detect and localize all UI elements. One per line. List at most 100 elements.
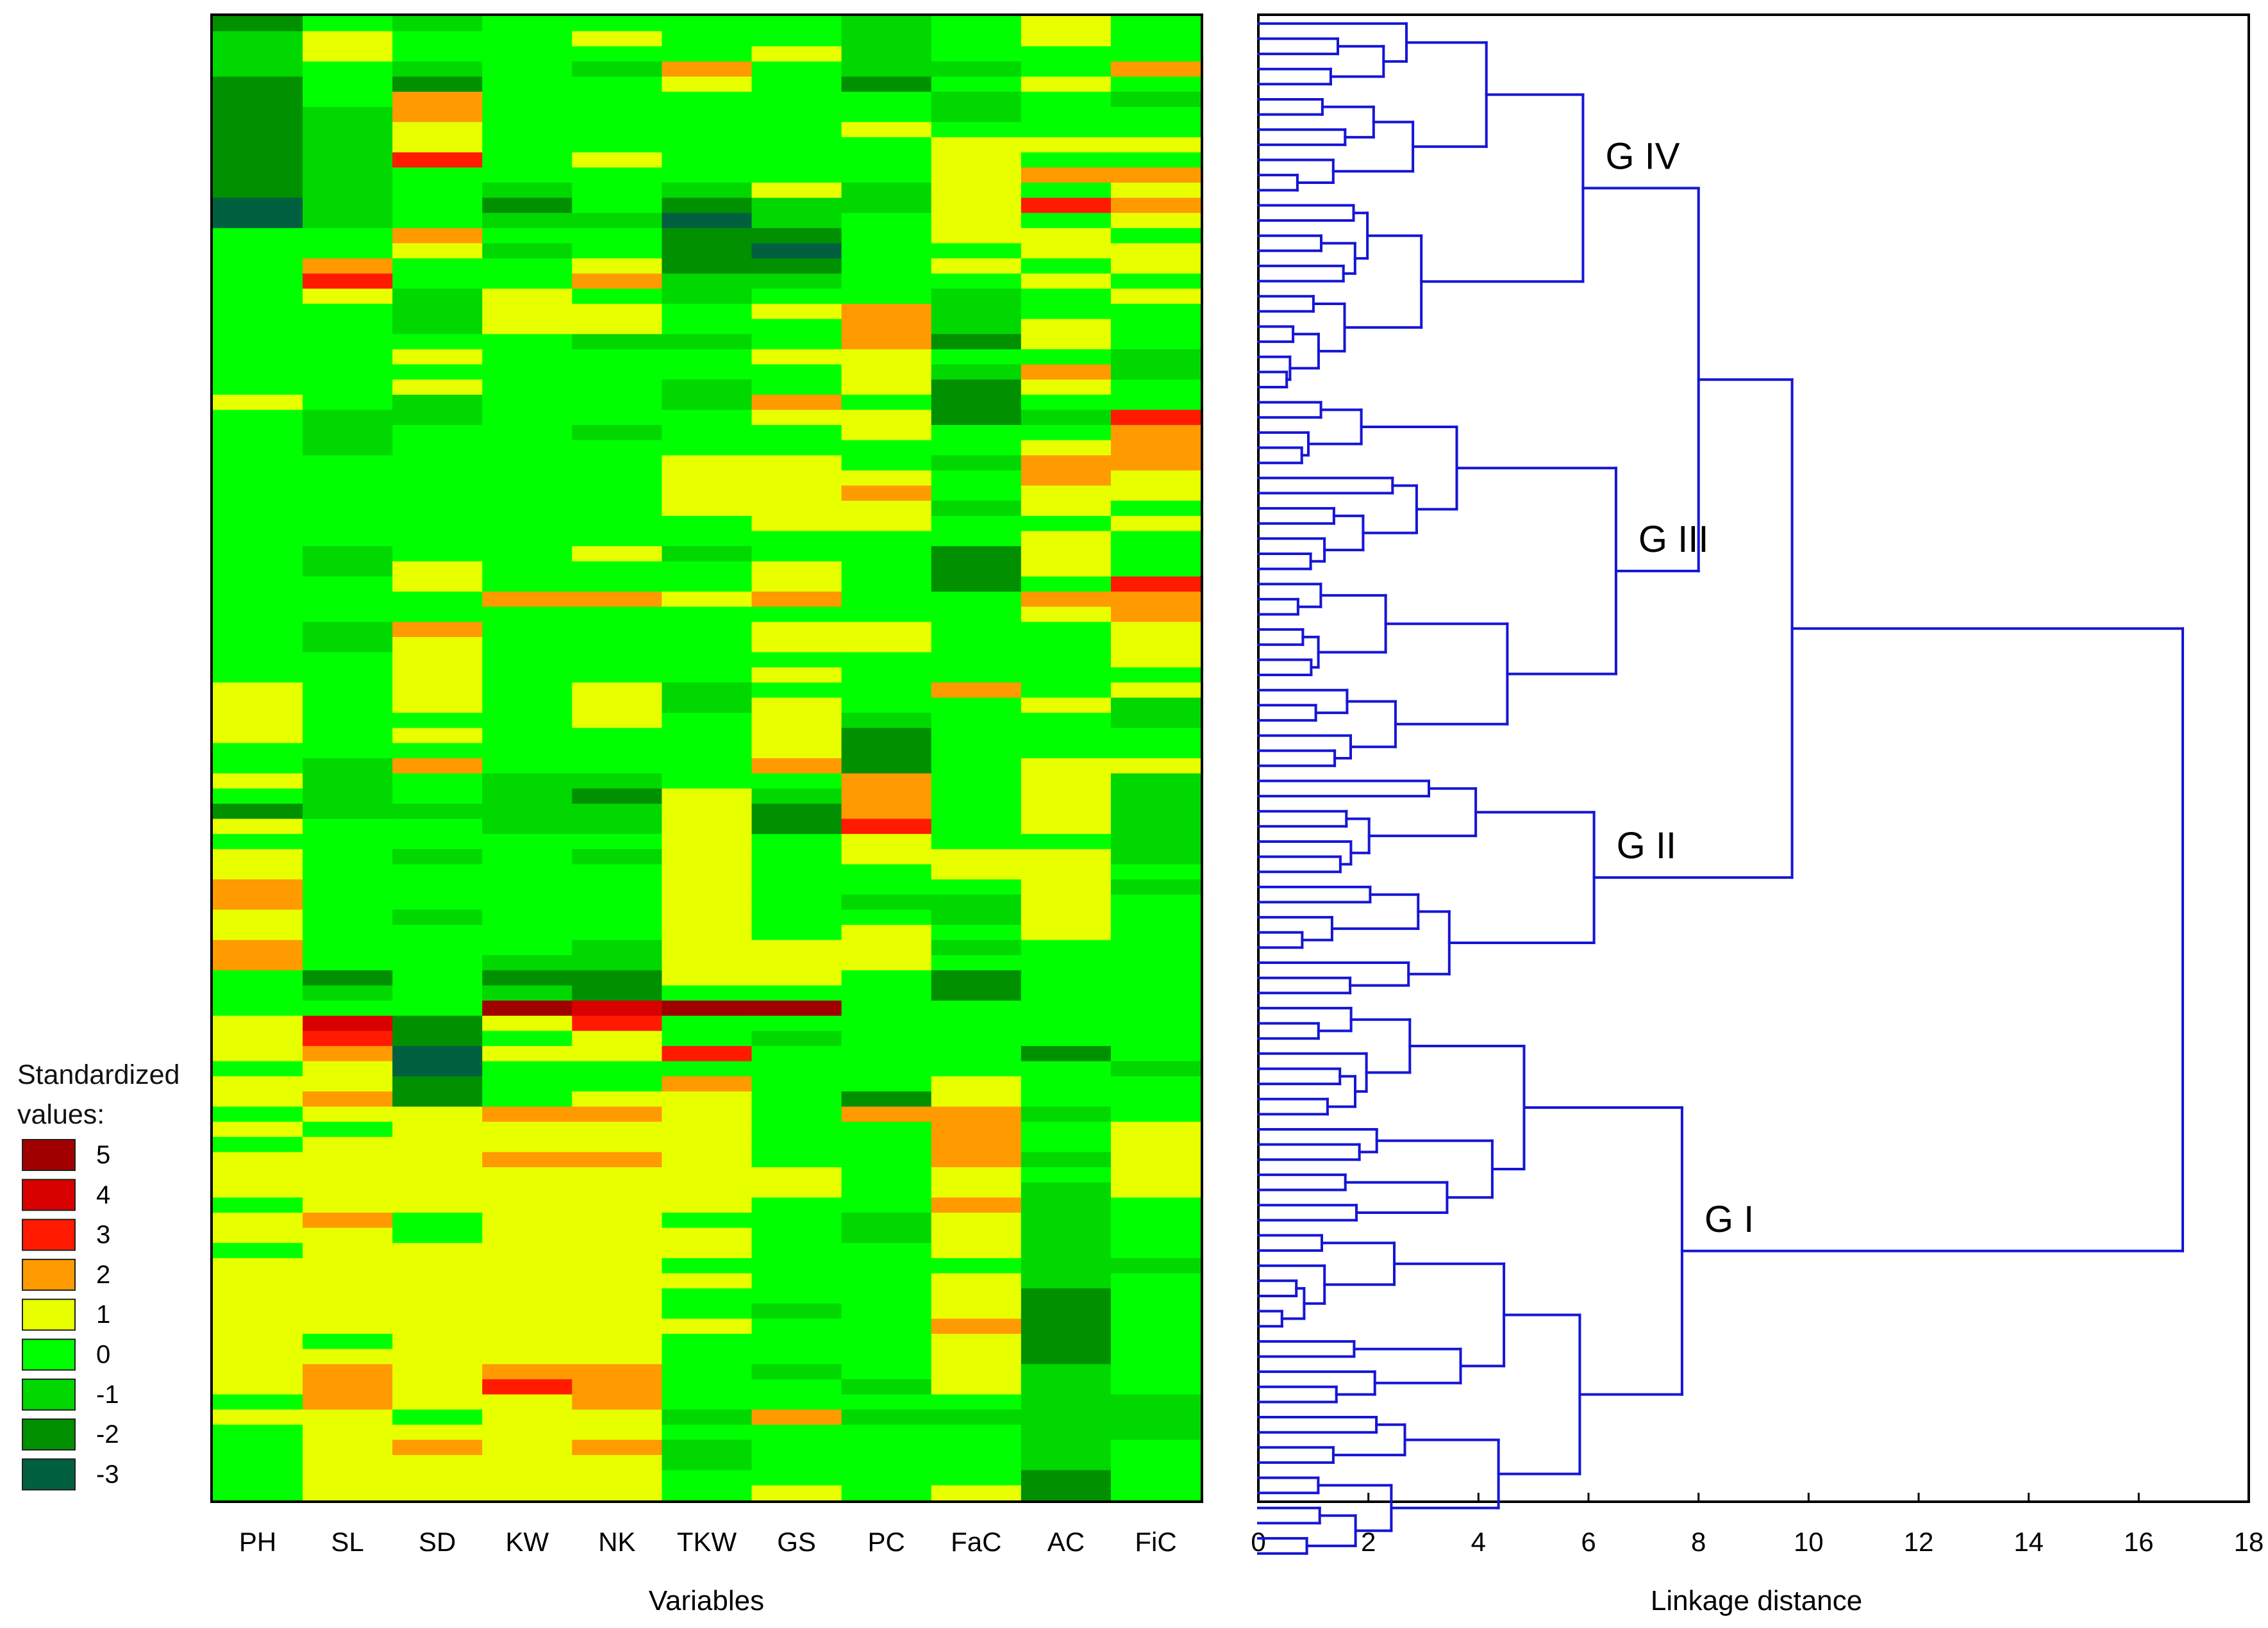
heatmap-cell	[392, 682, 483, 699]
dendrogram-x-axis-label: Linkage distance	[1651, 1585, 1862, 1616]
heatmap-cell	[482, 606, 572, 622]
heatmap-cell	[931, 334, 1022, 350]
heatmap-cell	[931, 636, 1022, 653]
heatmap-cell	[751, 576, 842, 592]
heatmap-cell	[213, 1470, 303, 1486]
heatmap-cell	[751, 1394, 842, 1410]
heatmap-cell	[931, 561, 1022, 577]
heatmap-cell	[213, 758, 303, 774]
heatmap-cell	[213, 1273, 303, 1289]
heatmap-cell	[662, 576, 753, 592]
heatmap-cell	[1021, 501, 1112, 517]
heatmap-cell	[662, 1197, 753, 1213]
heatmap-cell	[662, 410, 753, 426]
heatmap-cell	[572, 1001, 663, 1017]
heatmap-cell	[931, 970, 1022, 986]
heatmap-cell	[482, 667, 572, 683]
heatmap-x-axis-label: Variables	[649, 1585, 764, 1616]
heatmap-cell	[1021, 61, 1112, 78]
heatmap-cell	[392, 349, 483, 365]
heatmap-cell	[482, 197, 572, 213]
heatmap-cell	[751, 985, 842, 1001]
heatmap-cell	[662, 61, 753, 78]
heatmap-cell	[303, 288, 393, 304]
heatmap-cell	[213, 1394, 303, 1410]
heatmap-cell	[303, 667, 393, 683]
heatmap-cell	[303, 743, 393, 759]
heatmap-cell	[1021, 743, 1112, 759]
heatmap-cell	[1021, 1364, 1112, 1380]
legend-label: -2	[96, 1420, 119, 1449]
heatmap-cell	[1110, 273, 1201, 289]
heatmap-cell	[213, 288, 303, 304]
heatmap-cell	[482, 1364, 572, 1380]
heatmap-cell	[392, 803, 483, 820]
heatmap-cell	[662, 743, 753, 759]
heatmap-cell	[931, 1167, 1022, 1183]
heatmap-cell	[1110, 16, 1201, 32]
heatmap-cell	[572, 713, 663, 729]
heatmap-cell	[213, 682, 303, 699]
heatmap-cell	[1110, 167, 1201, 183]
heatmap-cell	[931, 576, 1022, 592]
heatmap-cell	[303, 455, 393, 471]
heatmap-cell	[482, 425, 572, 441]
heatmap-cell	[392, 31, 483, 47]
heatmap-cell	[841, 197, 932, 213]
heatmap-cell	[572, 304, 663, 320]
heatmap-cell	[303, 1273, 393, 1289]
heatmap-cell	[662, 1122, 753, 1138]
heatmap-cell	[1110, 1273, 1201, 1289]
heatmap-cell	[482, 910, 572, 926]
heatmap-cell	[1021, 773, 1112, 789]
heatmap-cell	[841, 92, 932, 108]
heatmap-cell	[751, 137, 842, 153]
heatmap-cell	[303, 955, 393, 971]
heatmap-cell	[213, 940, 303, 956]
heatmap-cell	[213, 652, 303, 668]
heatmap-cell	[662, 1470, 753, 1486]
heatmap-cell	[572, 92, 663, 108]
heatmap-cell	[751, 1227, 842, 1243]
heatmap-cell	[1110, 894, 1201, 910]
heatmap-cell	[482, 137, 572, 153]
heatmap-cell	[931, 985, 1022, 1001]
heatmap-cell	[572, 182, 663, 199]
heatmap-cell	[662, 1212, 753, 1229]
heatmap-cell	[841, 1167, 932, 1183]
heatmap-cell	[572, 955, 663, 971]
heatmap-cell	[572, 1364, 663, 1380]
heatmap-cell	[662, 727, 753, 743]
heatmap-cell	[213, 622, 303, 638]
heatmap-cell	[1021, 76, 1112, 92]
heatmap-cell	[392, 652, 483, 668]
heatmap-cell	[482, 894, 572, 910]
heatmap-cell	[482, 440, 572, 456]
heatmap-cell	[482, 864, 572, 880]
heatmap-cell	[1021, 1046, 1112, 1062]
heatmap-cell	[1021, 1212, 1112, 1229]
heatmap-cell	[1021, 592, 1112, 608]
heatmap-cell	[1110, 1409, 1201, 1425]
heatmap-cell	[572, 31, 663, 47]
heatmap-cell	[662, 1182, 753, 1198]
heatmap-cell	[303, 228, 393, 244]
heatmap-cell	[751, 561, 842, 577]
heatmap-cell	[303, 501, 393, 517]
heatmap-cell	[1110, 1364, 1201, 1380]
heatmap-cell	[482, 334, 572, 350]
heatmap-cell	[751, 1197, 842, 1213]
dendrogram-tick-label: 18	[2234, 1527, 2264, 1557]
heatmap-cell	[213, 182, 303, 199]
heatmap-cell	[572, 1318, 663, 1334]
heatmap-cell	[572, 834, 663, 850]
heatmap-cell	[751, 92, 842, 108]
heatmap-cell	[751, 1212, 842, 1229]
heatmap-cell	[751, 879, 842, 895]
heatmap-cell	[482, 970, 572, 986]
heatmap-cell	[392, 92, 483, 108]
heatmap-cell	[841, 46, 932, 62]
heatmap-cell	[931, 713, 1022, 729]
heatmap-x-tick-label: FiC	[1135, 1527, 1176, 1557]
